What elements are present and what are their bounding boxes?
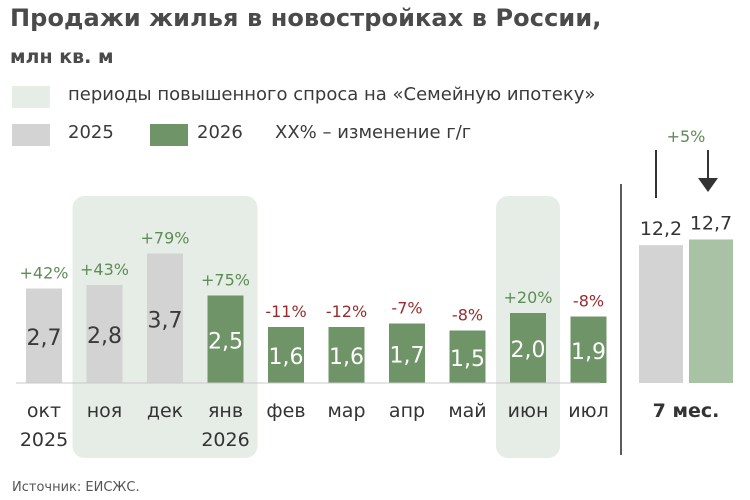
- bar-июн: [510, 313, 546, 383]
- legend-highlight-swatch: [12, 86, 50, 108]
- x-label-мар: мар: [327, 400, 365, 422]
- bar-value-июн: 2,0: [511, 338, 546, 363]
- bar-окт: [26, 288, 62, 383]
- totals-arrow-head: [698, 178, 718, 192]
- total-value-0: 12,2: [640, 218, 682, 240]
- bar-value-янв: 2,5: [208, 329, 243, 354]
- bar-value-апр: 1,7: [390, 343, 425, 368]
- x-label-май: май: [448, 400, 486, 422]
- chart-title: Продажи жилья в новостройках в России,: [10, 4, 602, 32]
- x-label-июл: июл: [568, 400, 609, 422]
- yoy-change-дек: +79%: [141, 229, 190, 248]
- legend-2026-swatch: [150, 124, 188, 146]
- legend-2025-swatch: [12, 124, 50, 146]
- yoy-change-мар: -12%: [326, 302, 367, 321]
- source-note: Источник: ЕИСЖС.: [12, 480, 140, 495]
- x-label-ноя: ноя: [87, 400, 122, 422]
- yoy-change-июн: +20%: [504, 288, 553, 307]
- chart-subtitle: млн кв. м: [10, 46, 114, 68]
- totals-label: 7 мес.: [653, 400, 720, 422]
- total-value-1: 12,7: [690, 212, 732, 234]
- bar-value-дек: 3,7: [148, 308, 183, 333]
- yoy-change-янв: +75%: [201, 271, 250, 290]
- totals-change: +5%: [667, 127, 706, 146]
- bar-value-июл: 1,9: [571, 340, 606, 365]
- x-label-дек: дек: [147, 400, 183, 422]
- x-year-янв: 2026: [201, 429, 249, 451]
- total-bar-1: [689, 239, 733, 383]
- x-label-апр: апр: [389, 400, 425, 422]
- bar-value-окт: 2,7: [27, 326, 62, 351]
- x-year-окт: 2025: [20, 429, 68, 451]
- yoy-change-фев: -11%: [265, 302, 306, 321]
- x-label-окт: окт: [27, 400, 61, 422]
- bar-ноя: [86, 285, 123, 383]
- legend-2026-label: 2026: [197, 122, 243, 143]
- yoy-change-окт: +42%: [20, 264, 69, 283]
- x-label-янв: янв: [208, 400, 243, 422]
- bar-апр: [389, 323, 425, 383]
- legend-change-note: XX% – изменение г/г: [275, 122, 472, 143]
- bar-дек: [147, 253, 183, 383]
- bar-value-фев: 1,6: [269, 345, 304, 370]
- bar-июл: [570, 316, 607, 383]
- bar-value-мар: 1,6: [329, 345, 364, 370]
- x-label-июн: июн: [508, 400, 549, 422]
- bar-май: [449, 330, 486, 383]
- bar-фев: [268, 327, 304, 383]
- yoy-change-май: -8%: [452, 306, 483, 325]
- bar-мар: [328, 327, 365, 383]
- yoy-change-ноя: +43%: [80, 260, 129, 279]
- yoy-change-апр: -7%: [391, 299, 422, 318]
- x-label-фев: фев: [266, 400, 305, 422]
- legend-highlight-label: периоды повышенного спроса на «Семейную …: [68, 84, 596, 105]
- legend-2025-label: 2025: [68, 122, 114, 143]
- total-bar-0: [639, 245, 683, 383]
- bar-value-май: 1,5: [450, 347, 485, 372]
- bar-value-ноя: 2,8: [87, 324, 122, 349]
- bar-янв: [207, 295, 244, 383]
- yoy-change-июл: -8%: [573, 292, 604, 311]
